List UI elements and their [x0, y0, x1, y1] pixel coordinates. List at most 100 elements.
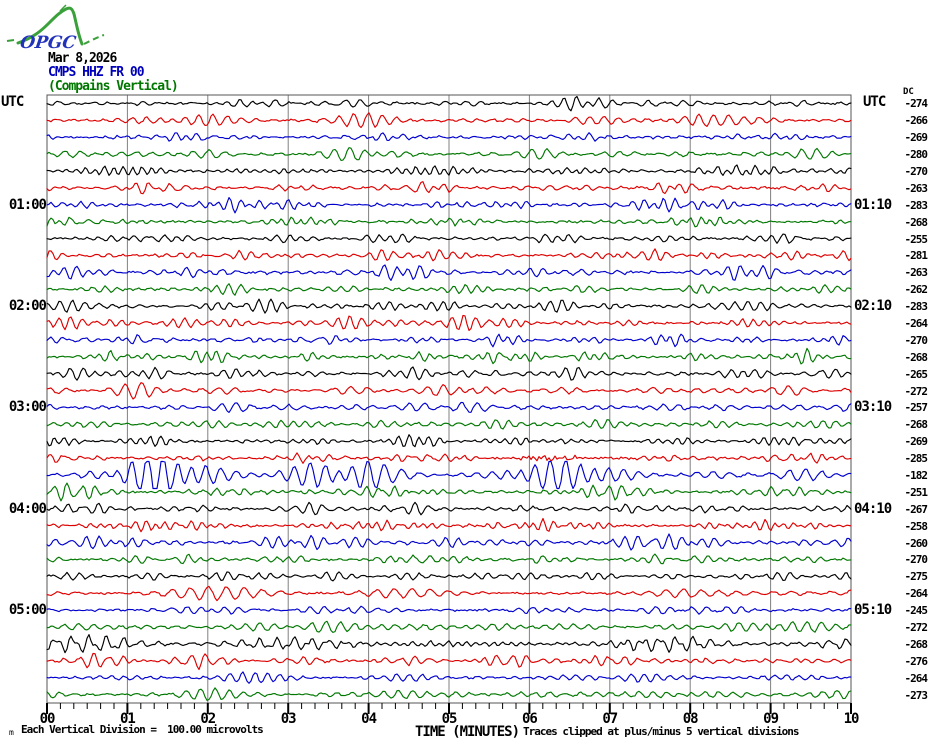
seismo-trace: [46, 517, 852, 533]
x-tick-label: 04: [361, 711, 377, 727]
seismo-trace: [46, 382, 852, 400]
x-tick-label: 03: [280, 711, 297, 727]
header-station-code: CMPS HHZ FR 00: [48, 65, 145, 80]
seismo-trace: [46, 264, 852, 281]
x-tick-label: 06: [521, 711, 538, 727]
utc-label-left: 05:00: [8, 602, 47, 619]
utc-header-right: UTC: [863, 94, 886, 110]
header-station-name: (Compains Vertical): [48, 79, 179, 94]
opgc-logo: OPGC: [6, 4, 105, 53]
utc-label-right: 02:10: [854, 298, 892, 315]
dc-offset-value: -268: [904, 418, 929, 432]
seismo-trace: [46, 164, 852, 176]
x-tick-label: 10: [843, 711, 860, 727]
dc-offset-value: -245: [904, 604, 929, 618]
dc-offset-value: -263: [904, 266, 929, 280]
logo-peak-tick: [59, 4, 67, 12]
dc-offset-value: -276: [904, 654, 929, 668]
seismo-trace: [46, 452, 852, 464]
dc-offset-value: -268: [904, 215, 929, 229]
dc-column-header: DC: [903, 87, 914, 97]
seismo-trace: [46, 533, 852, 551]
seismo-trace: [46, 233, 852, 244]
x-tick-label: 05: [441, 711, 458, 727]
footer-clipping-note: Traces clipped at plus/minus 5 vertical …: [523, 725, 800, 738]
seismo-trace: [46, 571, 852, 582]
x-tick-label: 01: [119, 711, 136, 727]
seismo-trace: [46, 419, 852, 430]
seismo-trace: [46, 147, 852, 161]
seismo-trace: [46, 333, 852, 348]
dc-offset-value: -264: [904, 587, 929, 601]
utc-label-left: 02:00: [8, 298, 47, 315]
dc-offset-value: -255: [904, 232, 929, 246]
dc-offset-value: -281: [904, 249, 929, 263]
seismo-trace: [46, 248, 852, 262]
seismo-trace: [46, 197, 852, 214]
utc-header-left: UTC: [1, 94, 24, 110]
seismo-trace: [46, 652, 852, 671]
utc-label-left: 03:00: [8, 399, 47, 416]
dc-offset-value: -265: [904, 367, 929, 381]
logo-dash-right: [83, 34, 105, 45]
seismo-trace: [46, 671, 852, 684]
seismo-trace: [46, 501, 852, 516]
corner-mark: m: [9, 728, 14, 737]
dc-offset-value: -264: [904, 317, 929, 330]
dc-offset-value: -270: [904, 333, 929, 347]
utc-label-right: 04:10: [854, 500, 892, 517]
seismo-trace: [46, 216, 852, 228]
seismo-trace: [46, 482, 852, 502]
logo-text: OPGC: [19, 33, 78, 53]
seismo-trace: [46, 283, 852, 296]
dc-offset-value: -262: [904, 283, 929, 297]
seismo-trace: [46, 401, 852, 413]
utc-label-right: 03:10: [854, 399, 892, 416]
seismo-trace: [46, 620, 852, 633]
dc-offset-value: -275: [904, 570, 929, 584]
dc-offset-value: -268: [904, 350, 929, 364]
axis-title: TIME (MINUTES): [415, 724, 520, 740]
seismo-trace: [46, 605, 852, 615]
seismo-trace: [46, 181, 852, 195]
utc-label-right: 05:10: [854, 602, 892, 619]
logo-mountain-curve: [16, 6, 84, 46]
dc-offset-value: -257: [904, 401, 929, 415]
seismo-trace: [46, 553, 852, 565]
dc-offset-value: -270: [904, 553, 929, 567]
seismo-trace: [46, 112, 852, 129]
logo-dash-left: [6, 39, 15, 42]
seismo-trace: [46, 687, 852, 701]
seismo-trace: [46, 132, 852, 142]
dc-offset-value: -283: [904, 300, 929, 314]
x-tick-label: 09: [763, 711, 779, 727]
dc-offset-value: -263: [904, 181, 929, 195]
dc-offset-value: -264: [904, 671, 929, 685]
dc-offset-value: -266: [904, 114, 929, 128]
header-date: Mar 8,2026: [48, 51, 117, 66]
dc-offset-value: -269: [904, 435, 929, 449]
seismo-trace: [46, 460, 852, 490]
dc-offset-value: -270: [904, 165, 929, 178]
dc-offset-value: -251: [904, 485, 929, 499]
dc-offset-value: -273: [904, 688, 929, 702]
dc-offset-value: -274: [904, 97, 929, 111]
seismo-trace: [46, 434, 852, 448]
utc-label-left: 04:00: [8, 500, 47, 517]
footer-vertical-division-note: Each Vertical Division = 100.00 microvol…: [21, 723, 264, 736]
dc-offset-value: -268: [904, 637, 929, 651]
dc-offset-value: -260: [904, 536, 929, 550]
x-tick-label: 08: [682, 711, 699, 727]
seismo-trace: [46, 634, 852, 654]
dc-offset-value: -280: [904, 148, 929, 162]
seismo-trace: [46, 347, 852, 365]
x-tick-label: 02: [200, 711, 216, 727]
utc-label-left: 01:00: [8, 196, 47, 213]
x-tick-label: 07: [602, 711, 618, 727]
x-tick-label: 00: [39, 711, 56, 727]
dc-offset-value: -267: [904, 502, 929, 516]
dc-offset-value: -283: [904, 198, 929, 212]
dc-offset-value: -269: [904, 131, 929, 145]
seismo-trace: [46, 298, 852, 314]
